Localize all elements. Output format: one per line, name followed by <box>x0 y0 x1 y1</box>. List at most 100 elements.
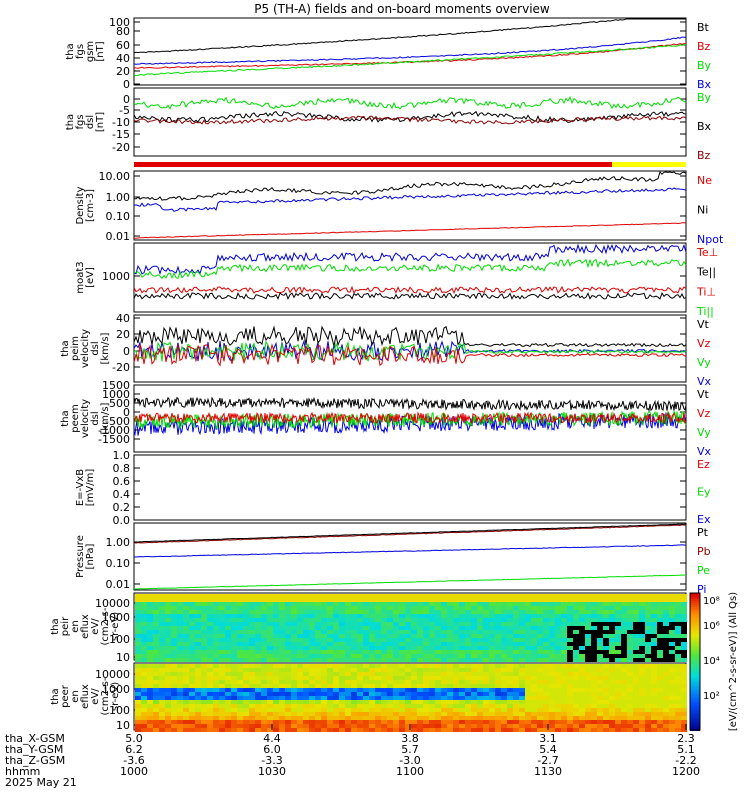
spec-cell <box>201 622 207 626</box>
spec-cell <box>675 684 681 688</box>
spec-cell <box>561 708 567 712</box>
spec-cell <box>399 724 405 728</box>
spec-cell <box>561 716 567 720</box>
spec-cell <box>273 638 279 642</box>
spec-cell <box>393 594 399 598</box>
spec-cell <box>357 606 363 610</box>
spec-cell <box>543 676 549 680</box>
spec-cell <box>483 700 489 704</box>
spec-cell <box>465 696 471 700</box>
spec-cell <box>567 664 573 668</box>
spec-cell <box>321 708 327 712</box>
spec-cell <box>489 654 495 658</box>
spec-cell <box>177 602 183 606</box>
spec-cell <box>543 638 549 642</box>
spec-cell <box>345 634 351 638</box>
spec-cell <box>165 622 171 626</box>
spec-cell <box>249 594 255 598</box>
spec-cell <box>291 654 297 658</box>
spec-cell <box>435 602 441 606</box>
spec-cell <box>675 610 681 614</box>
spec-cell <box>135 614 141 618</box>
spec-cell <box>375 630 381 634</box>
spec-cell <box>339 680 345 684</box>
spec-cell <box>273 684 279 688</box>
spec-cell <box>237 704 243 708</box>
spec-cell <box>621 658 627 662</box>
spec-cell <box>369 658 375 662</box>
spec-cell <box>639 626 645 630</box>
spec-cell <box>381 602 387 606</box>
spec-cell <box>429 696 435 700</box>
spec-cell <box>555 646 561 650</box>
spec-cell <box>561 606 567 610</box>
spec-cell <box>483 684 489 688</box>
spec-cell <box>435 688 441 692</box>
series-Vy-peim <box>133 340 687 362</box>
spec-cell <box>225 618 231 622</box>
spec-cell <box>549 708 555 712</box>
spec-cell <box>231 618 237 622</box>
spec-cell <box>273 654 279 658</box>
spec-cell <box>423 708 429 712</box>
spec-cell <box>375 728 381 732</box>
spec-cell <box>195 638 201 642</box>
spec-cell <box>207 658 213 662</box>
spec-cell <box>573 614 579 618</box>
spec-cell <box>603 618 609 622</box>
spec-cell <box>135 610 141 614</box>
spec-cell <box>459 618 465 622</box>
spec-cell <box>519 638 525 642</box>
spec-cell <box>345 622 351 626</box>
spec-cell <box>279 680 285 684</box>
spec-cell <box>273 696 279 700</box>
colorbar-cell <box>690 601 700 603</box>
spec-cell <box>177 654 183 658</box>
spec-cell <box>399 684 405 688</box>
spec-cell <box>321 622 327 626</box>
spec-cell <box>363 594 369 598</box>
spec-cell <box>495 708 501 712</box>
spec-cell <box>531 618 537 622</box>
spec-cell <box>417 646 423 650</box>
spec-cell <box>255 692 261 696</box>
spec-cell <box>165 638 171 642</box>
spec-cell <box>369 622 375 626</box>
spec-cell <box>537 708 543 712</box>
spec-cell <box>627 704 633 708</box>
spec-cell <box>549 704 555 708</box>
spec-cell <box>585 598 591 602</box>
spec-cell <box>237 684 243 688</box>
spec-cell <box>387 676 393 680</box>
spec-cell <box>591 724 597 728</box>
spec-cell <box>471 606 477 610</box>
ylabel-line: [km/s] <box>100 332 111 364</box>
spec-cell <box>483 598 489 602</box>
spec-cell <box>303 630 309 634</box>
spec-cell <box>423 684 429 688</box>
spec-cell <box>321 720 327 724</box>
spec-cell <box>219 696 225 700</box>
spec-cell <box>651 692 657 696</box>
spec-cell <box>573 668 579 672</box>
spec-cell <box>609 622 615 626</box>
ylabel-line: [nT] <box>95 112 106 132</box>
legend-Te||: Te|| <box>696 266 716 279</box>
spec-cell <box>561 712 567 716</box>
spec-cell <box>363 634 369 638</box>
spec-cell <box>459 672 465 676</box>
spec-cell <box>189 724 195 728</box>
spec-cell <box>255 676 261 680</box>
spec-cell <box>417 668 423 672</box>
spec-cell <box>429 634 435 638</box>
spec-cell <box>411 696 417 700</box>
spec-cell <box>195 618 201 622</box>
spec-cell <box>381 626 387 630</box>
spec-cell <box>165 642 171 646</box>
spec-cell <box>489 646 495 650</box>
spec-cell <box>261 704 267 708</box>
spec-cell <box>591 720 597 724</box>
spec-cell <box>381 646 387 650</box>
spec-cell <box>615 658 621 662</box>
